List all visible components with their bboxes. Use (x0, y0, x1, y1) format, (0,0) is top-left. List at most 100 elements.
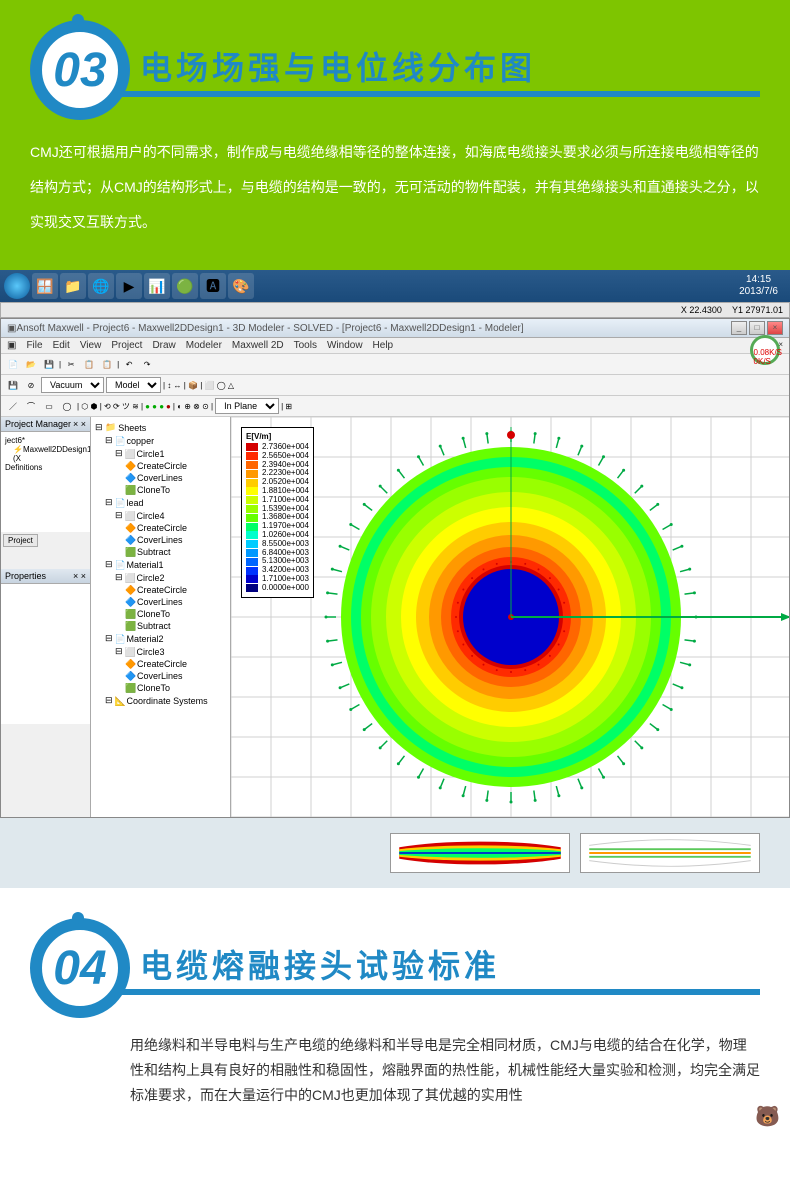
taskbar-app-icon[interactable]: 🌐 (88, 273, 114, 299)
tree-item[interactable]: 🔷 CoverLines (95, 670, 226, 682)
section-04: 04 电缆熔融接头试验标准 用绝缘料和半导电料与生产电缆的绝缘料和半导电是完全相… (0, 888, 790, 1139)
model-canvas[interactable]: E[V/m] 2.7360e+0042.5650e+0042.3940e+004… (231, 417, 789, 817)
maxwell-window: ▣ Ansoft Maxwell - Project6 - Maxwell2DD… (0, 318, 790, 818)
properties-header[interactable]: Properties× × (1, 569, 90, 584)
model-select[interactable]: Model (106, 377, 161, 393)
tree-item[interactable]: 🟩 Subtract (95, 620, 226, 632)
tree-item[interactable]: 🟩 CloneTo (95, 608, 226, 620)
tree-item[interactable]: 🔷 CoverLines (95, 596, 226, 608)
toolbar-3: ／ ⌒ ▭ ◯ | ⬡ ⬢ | ⟲ ⟳ ツ ≋ | ● ● ● ● | ◐ ⊕ … (1, 396, 789, 417)
app-screenshot: 🪟📁🌐▶📊🟢🅰🎨 14:15 2013/7/6 X 22.4300 Y1 279… (0, 270, 790, 888)
section-number: 03 (53, 43, 106, 98)
legend-title: E[V/m] (246, 432, 309, 441)
minimize-button[interactable]: _ (731, 321, 747, 335)
taskbar-app-icon[interactable]: 🪟 (32, 273, 58, 299)
project-tab[interactable]: Project (3, 534, 38, 547)
tree-item[interactable]: ⊟ ⬜ Circle2 (95, 571, 226, 584)
arc-icon[interactable]: ⌒ (23, 398, 39, 414)
tree-item[interactable]: ⊟ 📄 copper (95, 434, 226, 447)
clock-date: 2013/7/6 (739, 286, 778, 298)
x-coord: X 22.4300 (681, 305, 722, 315)
cable-previews (0, 818, 790, 888)
taskbar-app-icon[interactable]: 🅰 (200, 273, 226, 299)
section-description: CMJ还可根据用户的不同需求，制作成与电缆绝缘相等径的整体连接，如海底电缆接头要… (30, 135, 760, 240)
tree-item[interactable]: ⊟ ⬜ Circle4 (95, 509, 226, 522)
coord-readout: X 22.4300 Y1 27971.01 (0, 302, 790, 318)
tree-item[interactable]: 🔶 CreateCircle (95, 658, 226, 670)
tree-item[interactable]: 🟩 CloneTo (95, 484, 226, 496)
project-manager-header[interactable]: Project Manager× × (1, 417, 90, 432)
open-icon[interactable]: 📂 (23, 356, 39, 372)
cut-icon[interactable]: ✂ (63, 356, 79, 372)
project-tree[interactable]: ject6* ⚡Maxwell2DDesign1 (X Definitions (1, 432, 90, 532)
model-tree[interactable]: ⊟ 📁Sheets ⊟ 📄 copper⊟ ⬜ Circle1🔶 CreateC… (91, 417, 231, 817)
menu-item[interactable]: Modeler (186, 340, 222, 351)
section-03: 03 电场场强与电位线分布图 CMJ还可根据用户的不同需求，制作成与电缆绝缘相等… (0, 0, 790, 270)
taskbar-app-icon[interactable]: 🎨 (228, 273, 254, 299)
cancel-icon[interactable]: ⊘ (23, 377, 39, 393)
tree-item[interactable]: ⊟ 📐 Coordinate Systems (95, 694, 226, 707)
left-dock: Project Manager× × ject6* ⚡Maxwell2DDesi… (1, 417, 91, 817)
menu-item[interactable]: Project (111, 340, 142, 351)
tree-item[interactable]: ⊟ 📄 lead (95, 496, 226, 509)
taskbar-app-icon[interactable]: 🟢 (172, 273, 198, 299)
plane-select[interactable]: In Plane (215, 398, 279, 414)
clock-time: 14:15 (739, 274, 778, 286)
field-legend: E[V/m] 2.7360e+0042.5650e+0042.3940e+004… (241, 427, 314, 598)
tree-item[interactable]: 🔶 CreateCircle (95, 460, 226, 472)
section-number-4: 04 (53, 941, 106, 996)
maximize-button[interactable]: □ (749, 321, 765, 335)
net-speed: 0.08K/S0K/S (754, 348, 782, 366)
title-row: 03 电场场强与电位线分布图 (30, 20, 760, 120)
legend-row: 0.0000e+000 (246, 584, 309, 593)
tree-item[interactable]: 🔷 CoverLines (95, 472, 226, 484)
rect-icon[interactable]: ▭ (41, 398, 57, 414)
new-icon[interactable]: 📄 (5, 356, 21, 372)
start-button[interactable] (4, 273, 30, 299)
tree-item[interactable]: ⊟ 📄 Material2 (95, 632, 226, 645)
tree-item[interactable]: ⊟ ⬜ Circle1 (95, 447, 226, 460)
save-icon[interactable]: 💾 (41, 356, 57, 372)
title-container: 电场场强与电位线分布图 (110, 43, 760, 97)
menu-item[interactable]: Maxwell 2D (232, 340, 284, 351)
windows-taskbar: 🪟📁🌐▶📊🟢🅰🎨 14:15 2013/7/6 (0, 270, 790, 302)
save2-icon[interactable]: 💾 (5, 377, 21, 393)
paste-icon[interactable]: 📋 (99, 356, 115, 372)
taskbar-app-icon[interactable]: 📁 (60, 273, 86, 299)
menu-item[interactable]: Draw (152, 340, 175, 351)
title-container-4: 电缆熔融接头试验标准 (110, 941, 760, 995)
cable-image-2 (580, 833, 760, 873)
toolbar-2: 💾 ⊘ Vacuum Model | ↕ ↔ | 📦 | ⬜ ◯ △ (1, 375, 789, 396)
menu-item[interactable]: Edit (53, 340, 70, 351)
line-icon[interactable]: ／ (5, 398, 21, 414)
properties-body[interactable] (1, 584, 90, 724)
menu-item[interactable]: Help (373, 340, 394, 351)
section-title: 电场场强与电位线分布图 (140, 50, 536, 86)
close-button[interactable]: × (767, 321, 783, 335)
cable-image-1 (390, 833, 570, 873)
tree-item[interactable]: 🟩 CloneTo (95, 682, 226, 694)
taskbar-app-icon[interactable]: ▶ (116, 273, 142, 299)
window-titlebar[interactable]: ▣ Ansoft Maxwell - Project6 - Maxwell2DD… (1, 319, 789, 338)
tree-item[interactable]: ⊟ ⬜ Circle3 (95, 645, 226, 658)
section-description-4: 用绝缘料和半导电料与生产电缆的绝缘料和半导电是完全相同材质，CMJ与电缆的结合在… (30, 1033, 760, 1109)
circle-icon[interactable]: ◯ (59, 398, 75, 414)
tree-item[interactable]: 🔷 CoverLines (95, 534, 226, 546)
menu-item[interactable]: Window (327, 340, 363, 351)
app-icon: ▣ (7, 323, 16, 334)
material-select[interactable]: Vacuum (41, 377, 104, 393)
copy-icon[interactable]: 📋 (81, 356, 97, 372)
taskbar-clock[interactable]: 14:15 2013/7/6 (731, 274, 786, 298)
number-badge: 03 (30, 20, 130, 120)
menu-item[interactable]: File (26, 340, 42, 351)
main-area: Project Manager× × ject6* ⚡Maxwell2DDesi… (1, 417, 789, 817)
tree-item[interactable]: 🔶 CreateCircle (95, 584, 226, 596)
menu-item[interactable]: View (80, 340, 102, 351)
redo-icon[interactable]: ↷ (139, 356, 155, 372)
tree-item[interactable]: 🟩 Subtract (95, 546, 226, 558)
tree-item[interactable]: ⊟ 📄 Material1 (95, 558, 226, 571)
menu-item[interactable]: Tools (294, 340, 317, 351)
undo-icon[interactable]: ↶ (121, 356, 137, 372)
tree-item[interactable]: 🔶 CreateCircle (95, 522, 226, 534)
taskbar-app-icon[interactable]: 📊 (144, 273, 170, 299)
